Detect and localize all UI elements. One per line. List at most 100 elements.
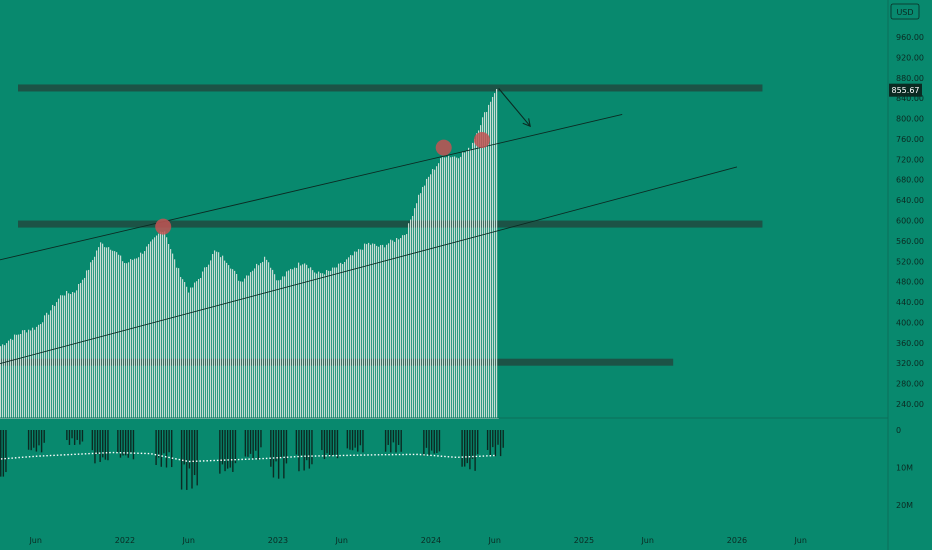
price-bar xyxy=(346,259,348,418)
price-bar xyxy=(496,88,498,418)
price-bar xyxy=(78,283,80,418)
price-bar xyxy=(166,237,168,418)
price-bar xyxy=(310,267,312,418)
resistance-zone[interactable] xyxy=(18,220,763,228)
price-bar xyxy=(420,193,422,418)
price-bar xyxy=(452,156,454,419)
price-bar xyxy=(186,286,188,418)
volume-bar xyxy=(43,430,45,443)
price-bar xyxy=(44,315,46,418)
volume-bar xyxy=(349,430,351,450)
trendline[interactable] xyxy=(0,166,738,365)
volume-bar xyxy=(303,430,305,471)
price-bar xyxy=(38,324,40,418)
price-bar xyxy=(100,242,102,418)
price-bar xyxy=(272,269,274,418)
price-bar xyxy=(418,194,420,418)
price-bar xyxy=(258,265,260,418)
volume-bar xyxy=(461,430,463,467)
price-bar xyxy=(202,271,204,418)
resistance-zone[interactable] xyxy=(18,84,763,92)
price-bar xyxy=(6,343,8,418)
price-bar xyxy=(242,281,244,418)
currency-badge[interactable]: USD xyxy=(890,3,920,20)
volume-ma xyxy=(0,451,495,463)
price-bar xyxy=(114,251,116,418)
volume-bar xyxy=(400,430,402,452)
price-bar xyxy=(270,267,272,418)
price-pane[interactable] xyxy=(0,84,763,419)
price-bar xyxy=(200,277,202,418)
price-bar xyxy=(128,262,130,418)
price-bar xyxy=(342,264,344,418)
volume-bar xyxy=(321,430,323,451)
volume-bar xyxy=(384,430,387,452)
price-bar xyxy=(282,276,284,418)
volume-bar xyxy=(191,430,193,489)
projection-arrow[interactable] xyxy=(498,88,531,128)
price-bar xyxy=(50,310,52,418)
price-bar xyxy=(134,258,136,418)
time-tick-label: 2022 xyxy=(115,536,135,545)
volume-bar xyxy=(331,430,333,457)
price-bar xyxy=(130,259,132,418)
price-bar xyxy=(102,243,104,418)
price-bar xyxy=(64,295,66,418)
time-tick-label: Jun xyxy=(487,536,501,545)
price-bar xyxy=(266,259,268,418)
volume-bar xyxy=(168,430,170,453)
price-bar xyxy=(24,330,26,418)
price-bar xyxy=(468,147,470,418)
price-bar xyxy=(400,238,402,418)
price-bar xyxy=(192,287,194,418)
top-marker[interactable] xyxy=(473,131,490,148)
price-bar xyxy=(350,255,352,418)
volume-pane[interactable] xyxy=(0,430,504,490)
price-bar xyxy=(8,340,10,418)
price-bar xyxy=(0,346,2,418)
price-bar xyxy=(238,280,240,418)
price-bar xyxy=(482,117,484,419)
time-tick-label: 2026 xyxy=(727,536,747,545)
time-tick-label: 2024 xyxy=(421,536,441,545)
price-bar xyxy=(390,239,392,418)
volume-bar xyxy=(94,430,96,464)
volume-bar xyxy=(323,430,326,459)
volume-bar xyxy=(35,430,38,452)
volume-bar xyxy=(107,430,109,461)
volume-bar xyxy=(221,430,224,465)
volume-bar xyxy=(40,430,43,453)
price-bar xyxy=(230,268,232,418)
volume-bar xyxy=(247,430,249,457)
top-marker[interactable] xyxy=(435,139,452,156)
volume-bar xyxy=(102,430,104,458)
price-tick-label: 480.00 xyxy=(896,278,924,287)
trendline[interactable] xyxy=(0,114,623,266)
price-bar xyxy=(256,263,258,418)
pattern-markers[interactable] xyxy=(155,131,490,235)
price-bar xyxy=(274,274,276,418)
price-bar xyxy=(164,231,166,418)
top-marker[interactable] xyxy=(155,218,172,235)
price-bar xyxy=(424,185,426,418)
price-bar xyxy=(234,270,236,418)
price-bar xyxy=(290,268,292,418)
arrow-shaft[interactable] xyxy=(498,88,531,127)
price-bar xyxy=(244,278,246,418)
price-bar xyxy=(340,262,342,418)
price-bar xyxy=(368,242,370,418)
volume-bar xyxy=(193,430,196,476)
price-bar xyxy=(356,251,358,418)
price-bar xyxy=(354,251,356,418)
volume-bar xyxy=(430,430,433,451)
price-bar xyxy=(148,244,150,418)
price-bar xyxy=(250,272,252,418)
time-axis[interactable]: Jun 2022 Jun 2023 Jun 2024 Jun 2025 Jun 2026 Jun xyxy=(28,536,807,545)
volume-bar xyxy=(79,430,81,445)
price-bar xyxy=(440,158,442,418)
price-axis[interactable]: 960.00 920.00 880.00 840.00 800.00 760.00 720.… xyxy=(887,0,924,550)
price-bar xyxy=(378,246,380,418)
trendlines[interactable] xyxy=(0,114,738,365)
price-bar xyxy=(324,274,326,418)
